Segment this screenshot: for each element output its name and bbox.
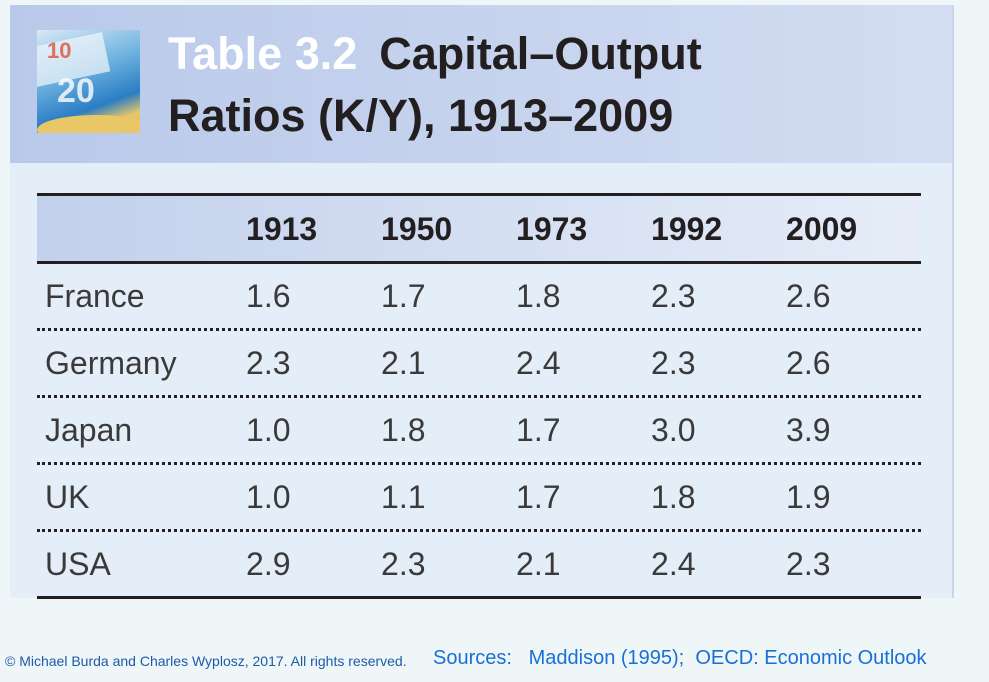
svg-text:20: 20	[57, 72, 95, 110]
cell: 1.8	[651, 478, 696, 515]
sources: Sources: Maddison (1995); OECD: Economic…	[433, 647, 927, 669]
cell: 1.8	[516, 277, 561, 314]
row-label: UK	[45, 478, 90, 515]
cell: 1.9	[786, 478, 831, 515]
cell: 2.3	[651, 277, 696, 314]
column-header: 1992	[651, 211, 723, 247]
cell: 1.6	[246, 277, 291, 314]
cell: 2.6	[786, 277, 831, 314]
copyright: © Michael Burda and Charles Wyplosz, 201…	[5, 653, 407, 669]
cell: 2.4	[651, 545, 696, 582]
banknote-icon: 20 10	[37, 30, 140, 133]
cell: 2.6	[786, 344, 831, 381]
cell: 2.3	[651, 344, 696, 381]
table-label: Table 3.2	[168, 28, 358, 79]
column-header: 2009	[786, 211, 858, 247]
icon-art: 20 10	[37, 32, 140, 133]
table-caption: Capital–Output Ratios (K/Y), 1913–2009	[168, 28, 702, 141]
table-row: Japan 1.0 1.8 1.7 3.0 3.9	[37, 398, 921, 465]
cell: 2.1	[381, 344, 426, 381]
row-label: Germany	[45, 344, 177, 381]
row-label: USA	[45, 545, 111, 582]
header-band: 20 10 Table 3.2 Capital–Output Ratios (K/…	[10, 5, 952, 163]
row-label: France	[45, 277, 145, 314]
cell: 1.7	[381, 277, 426, 314]
cell: 1.0	[246, 478, 291, 515]
column-header: 1913	[246, 211, 318, 247]
table-title: Table 3.2 Capital–Output Ratios (K/Y), 19…	[168, 23, 828, 147]
table-row: UK 1.0 1.1 1.7 1.8 1.9	[37, 465, 921, 532]
cell: 2.9	[246, 545, 291, 582]
cell: 3.0	[651, 411, 696, 448]
cell: 2.4	[516, 344, 561, 381]
cell: 1.7	[516, 478, 561, 515]
cell: 1.0	[246, 411, 291, 448]
cell: 3.9	[786, 411, 831, 448]
cell: 2.3	[246, 344, 291, 381]
cell: 1.1	[381, 478, 426, 515]
cell: 2.1	[516, 545, 561, 582]
table-row: USA 2.9 2.3 2.1 2.4 2.3	[37, 532, 921, 596]
cell: 1.8	[381, 411, 426, 448]
cell: 2.3	[381, 545, 426, 582]
cell: 2.3	[786, 545, 831, 582]
table-row: France 1.6 1.7 1.8 2.3 2.6	[37, 264, 921, 331]
cell: 1.7	[516, 411, 561, 448]
table-panel: 20 10 Table 3.2 Capital–Output Ratios (K/…	[10, 5, 952, 599]
column-header: 1950	[381, 211, 453, 247]
row-label: Japan	[45, 411, 133, 448]
svg-text:10: 10	[47, 38, 71, 63]
header-row: 1913 1950 1973 1992 2009	[37, 196, 921, 264]
column-header: 1973	[516, 211, 588, 247]
data-table: 1913 1950 1973 1992 2009 France 1.6 1.7 1.8 2.3 2.…	[37, 193, 921, 599]
table-row: Germany 2.3 2.1 2.4 2.3 2.6	[37, 331, 921, 398]
